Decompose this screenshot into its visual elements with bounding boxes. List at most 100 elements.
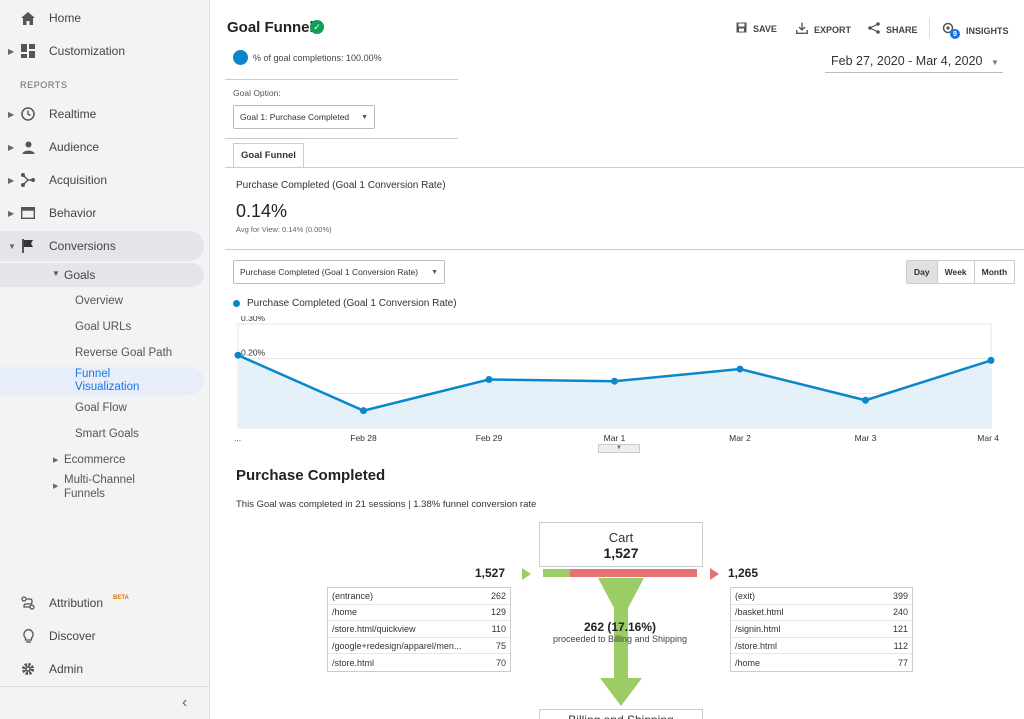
exit-row[interactable]: /basket.html 240 — [731, 605, 912, 622]
nav-attribution[interactable]: Attribution BETA — [0, 588, 204, 618]
goals-smart-goals[interactable]: Smart Goals — [0, 428, 204, 444]
metric-average: Avg for View: 0.14% (0.00%) — [236, 225, 332, 234]
exit-page: /signin.html — [735, 623, 781, 634]
share-button[interactable]: SHARE — [868, 22, 918, 37]
main-content: Goal Funnel ✓ SAVE EXPORT SHARE 9 — [225, 0, 1024, 719]
x-tick-label: Mar 2 — [729, 433, 751, 443]
exit-count: 240 — [892, 607, 908, 618]
nav-home-label: Home — [49, 11, 82, 25]
nav-conversions-label: Conversions — [49, 239, 116, 253]
share-icon — [868, 22, 880, 37]
gear-icon — [20, 661, 36, 677]
entrance-row[interactable]: (entrance) 262 — [328, 588, 510, 605]
funnel-step-value: 1,527 — [603, 545, 639, 561]
x-tick-label: Mar 3 — [855, 433, 877, 443]
verified-check-icon: ✓ — [310, 20, 324, 34]
expand-arrow-icon: ▶ — [8, 142, 15, 152]
exit-row[interactable]: /store.html 112 — [731, 638, 912, 655]
dashboard-icon — [20, 43, 36, 59]
nav-customization[interactable]: ▶ Customization — [0, 36, 204, 66]
nav-realtime[interactable]: ▶ Realtime — [0, 99, 204, 129]
entrance-page: /store.html/quickview — [332, 623, 416, 634]
nav-conversions[interactable]: ▼ Conversions — [0, 231, 204, 261]
nav-home[interactable]: Home — [0, 3, 204, 33]
goals-reverse-goal-path[interactable]: Reverse Goal Path — [0, 347, 204, 363]
exit-count: 399 — [892, 590, 908, 601]
exit-page: /store.html — [735, 640, 778, 651]
exits-table: (exit) 399/basket.html 240/signin.html 121/… — [730, 587, 913, 672]
goal-option-select[interactable]: Goal 1: Purchase Completed ▼ — [233, 105, 375, 129]
entrance-row[interactable]: /store.html 70 — [328, 654, 510, 671]
chart-resize-handle[interactable]: ▼ — [598, 444, 640, 453]
download-icon — [796, 22, 808, 37]
nav-audience[interactable]: ▶ Audience — [0, 132, 204, 162]
nav-discover[interactable]: Discover — [0, 621, 204, 651]
nav-admin[interactable]: Admin — [0, 654, 204, 684]
beta-badge: BETA — [113, 595, 129, 601]
nav-multi-channel-label-2: Funnels — [64, 488, 105, 500]
insights-icon: 9 — [942, 22, 960, 40]
month-button[interactable]: Month — [981, 267, 1008, 277]
goals-funnel-visualization[interactable]: Funnel Visualization — [0, 367, 204, 395]
insights-button[interactable]: 9 INSIGHTS — [942, 22, 1009, 40]
goals-goal-flow[interactable]: Goal Flow — [0, 402, 204, 418]
expand-arrow-icon: ▶ — [8, 208, 15, 218]
dropdown-caret-icon: ▼ — [361, 113, 368, 121]
flag-icon — [20, 238, 36, 254]
day-button[interactable]: Day — [907, 261, 938, 283]
chart-legend: Purchase Completed (Goal 1 Conversion Ra… — [233, 298, 457, 309]
exit-count: 121 — [892, 623, 908, 634]
tab-goal-funnel[interactable]: Goal Funnel — [233, 143, 304, 168]
exit-row[interactable]: /signin.html 121 — [731, 621, 912, 638]
entrance-count: 262 — [490, 590, 506, 601]
goals-funnel-label: Funnel — [75, 368, 111, 380]
goals-reverse-goal-path-label: Reverse Goal Path — [75, 347, 173, 359]
exit-arrow-icon — [710, 568, 719, 580]
goal-completions-text: % of goal completions: 100.00% — [253, 52, 382, 63]
funnel-flow-bar-proceeded — [543, 569, 570, 577]
date-range-picker[interactable]: Feb 27, 2020 - Mar 4, 2020 ▼ — [831, 54, 999, 68]
behavior-icon — [20, 205, 36, 221]
nav-behavior[interactable]: ▶ Behavior — [0, 198, 204, 228]
goals-goal-urls-label: Goal URLs — [75, 321, 132, 333]
share-label: SHARE — [886, 24, 918, 35]
entrance-row[interactable]: /store.html/quickview 110 — [328, 621, 510, 638]
goal-option-value: Goal 1: Purchase Completed — [240, 112, 350, 122]
metric-label: Purchase Completed (Goal 1 Conversion Ra… — [236, 180, 446, 191]
nav-acquisition[interactable]: ▶ Acquisition — [0, 165, 204, 195]
x-tick-label: Feb 29 — [476, 433, 503, 443]
exit-row[interactable]: /home 77 — [731, 654, 912, 671]
collapse-sidebar-button[interactable]: ‹ — [182, 694, 188, 711]
goals-goal-urls[interactable]: Goal URLs — [0, 321, 204, 337]
entrances-table: (entrance) 262/home 129/store.html/quickvi… — [327, 587, 511, 672]
attribution-icon — [20, 595, 36, 611]
entrance-row[interactable]: /home 129 — [328, 605, 510, 622]
nav-multi-channel-label-1: Multi-Channel — [64, 474, 135, 486]
data-point — [234, 351, 242, 359]
export-button[interactable]: EXPORT — [796, 22, 851, 37]
exit-row[interactable]: (exit) 399 — [731, 588, 912, 605]
page-title: Goal Funnel — [227, 19, 314, 36]
home-icon — [20, 10, 36, 26]
nav-ecommerce-label: Ecommerce — [64, 454, 126, 466]
entrance-page: /google+redesign/apparel/men... — [332, 640, 462, 651]
divider — [225, 249, 1024, 250]
funnel-next-step-box[interactable]: Billing and Shipping — [539, 709, 703, 719]
week-button[interactable]: Week — [938, 261, 975, 283]
entrance-row[interactable]: /google+redesign/apparel/men... 75 — [328, 638, 510, 655]
series-color-dot — [233, 50, 248, 65]
nav-multi-channel-funnels[interactable]: ▶ Multi-Channel Funnels — [0, 474, 204, 502]
nav-goals[interactable]: ▼ Goals — [0, 263, 204, 287]
chart-metric-select[interactable]: Purchase Completed (Goal 1 Conversion Ra… — [233, 260, 445, 284]
nav-ecommerce[interactable]: ▶ Ecommerce — [0, 454, 204, 470]
nav-audience-label: Audience — [49, 140, 100, 154]
funnel-step-box[interactable]: Cart 1,527 — [539, 522, 703, 567]
x-tick-label: ... — [234, 433, 241, 443]
sidebar: Home ▶ Customization REPORTS ▶ Realtime … — [0, 0, 210, 719]
goals-overview[interactable]: Overview — [0, 295, 204, 311]
data-point — [987, 356, 995, 364]
save-button[interactable]: SAVE — [736, 22, 777, 36]
expand-arrow-icon: ▶ — [8, 46, 15, 56]
sidebar-divider — [0, 686, 210, 687]
